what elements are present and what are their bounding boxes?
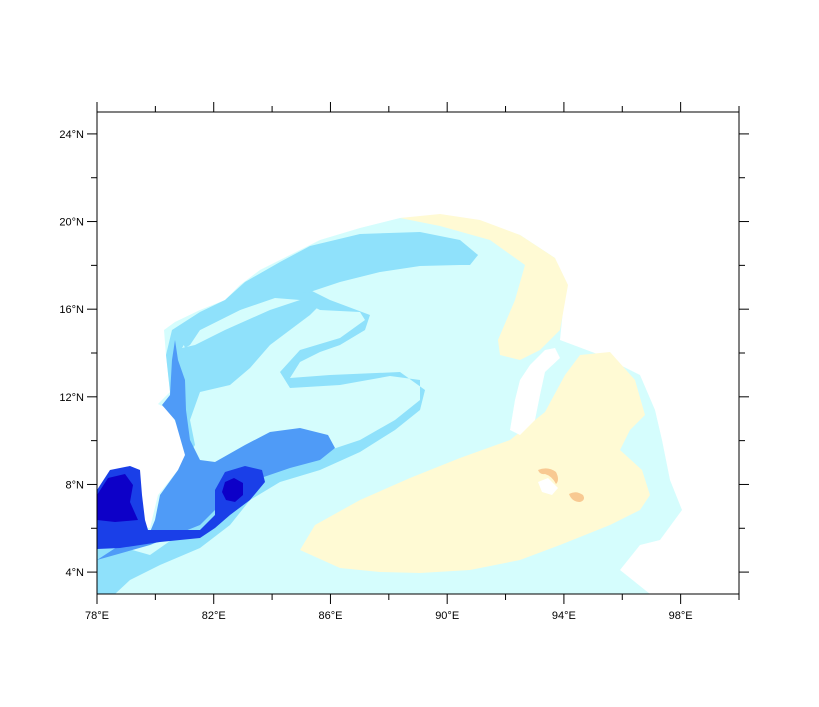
fill-level-6 [400,214,568,360]
fill-level-6 [300,352,650,573]
fill-level-4 [97,238,478,594]
fill-level-4 [166,232,478,455]
y-tick-label: 16°N [59,304,84,316]
y-tick-label: 12°N [59,392,84,404]
y-tick-label: 20°N [59,217,84,229]
missing-data [510,348,560,435]
y-tick-label: 4°N [66,567,85,579]
axis-ticks [87,102,749,604]
missing-data [538,478,558,495]
y-tick-label: 8°N [66,479,85,491]
x-tick-label: 82°E [202,610,226,622]
x-tick-label: 78°E [85,610,109,622]
x-tick-label: 94°E [552,610,576,622]
x-tick-label: 86°E [318,610,342,622]
y-tick-label: 24°N [59,129,84,141]
x-axis-labels: 78°E 82°E 86°E 90°E 94°E 98°E [85,610,693,622]
fill-level-7 [538,468,558,484]
fill-level-7 [569,492,584,502]
y-axis-labels: 4°N 8°N 12°N 16°N 20°N 24°N [59,129,84,579]
x-tick-label: 90°E [435,610,459,622]
fill-level-1 [97,474,138,522]
fill-level-1 [222,478,243,502]
x-tick-label: 98°E [669,610,693,622]
fill-level-2 [97,466,265,549]
contour-fills [97,214,682,594]
